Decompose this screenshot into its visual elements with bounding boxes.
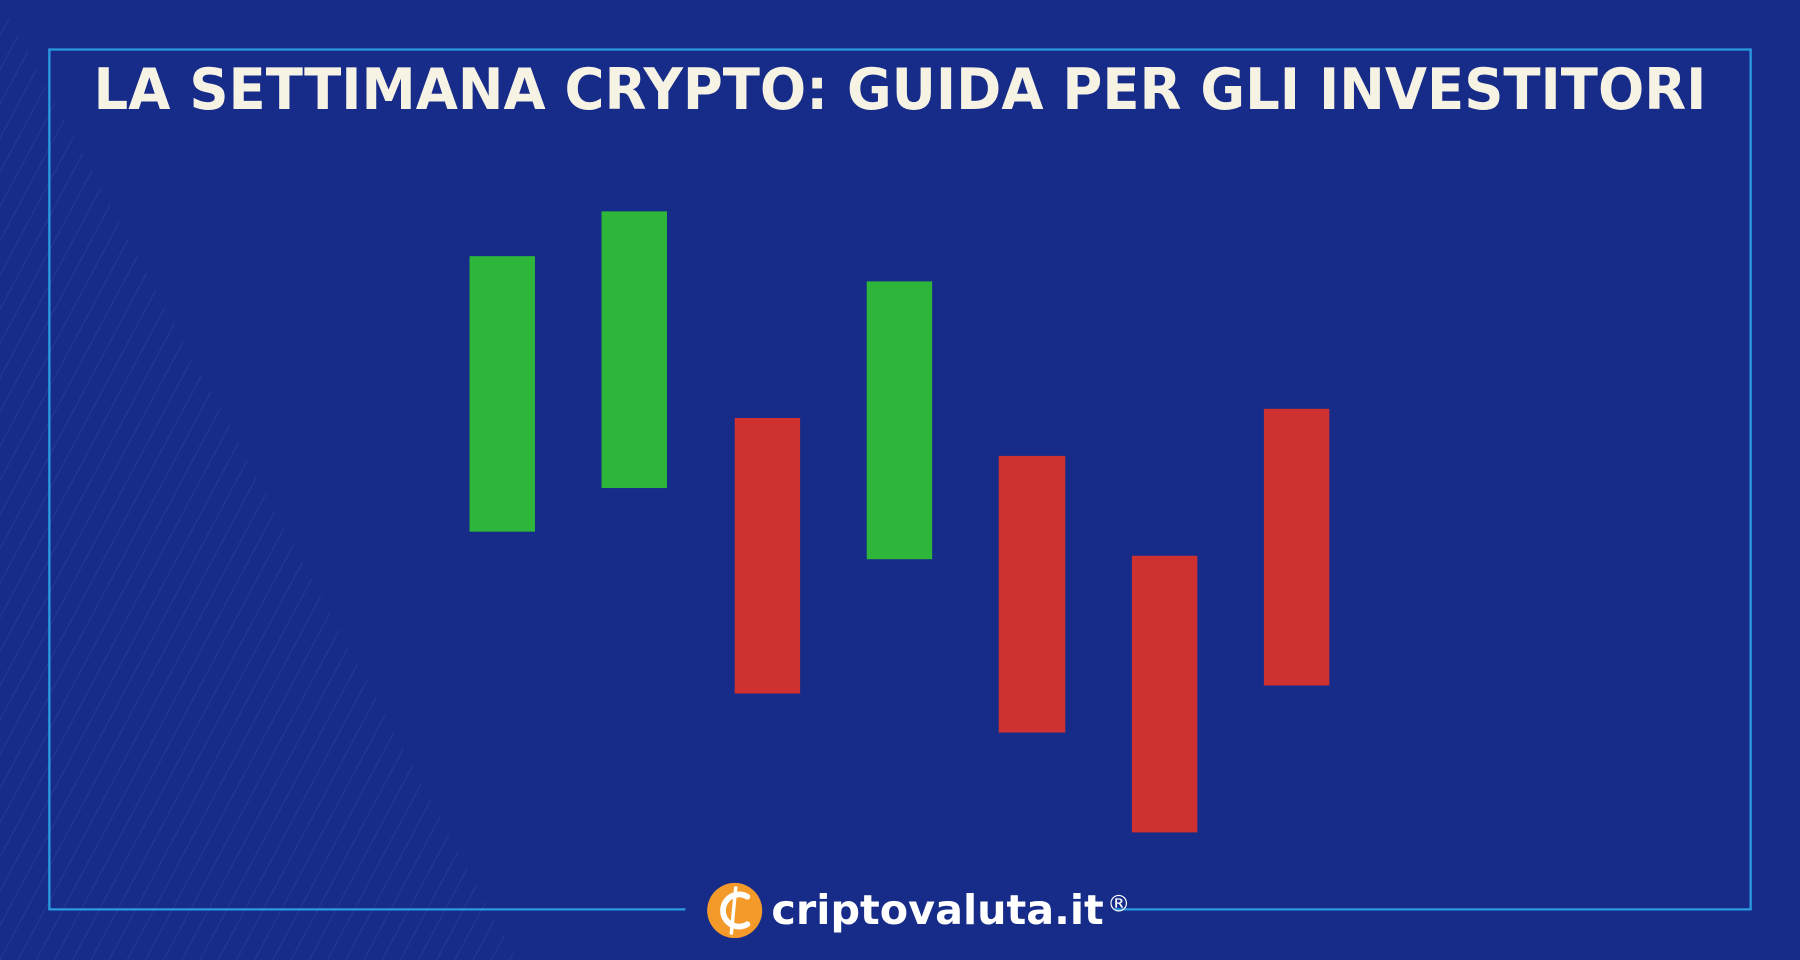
candle-up bbox=[601, 211, 667, 489]
frame bbox=[48, 48, 1752, 911]
candle-up bbox=[469, 256, 535, 532]
logo-mark: ® bbox=[1107, 892, 1130, 918]
logo-text: criptovaluta.it bbox=[771, 886, 1103, 934]
title: LA SETTIMANA CRYPTO: GUIDA PER GLI INVES… bbox=[94, 56, 1707, 123]
candle-down bbox=[998, 455, 1066, 733]
candle-down bbox=[1263, 408, 1330, 686]
candles bbox=[469, 211, 1330, 833]
candle-down bbox=[734, 418, 801, 694]
logo: criptovaluta.it ® bbox=[707, 882, 1130, 939]
logo-icon-glyph bbox=[720, 891, 751, 930]
candle-down bbox=[1131, 555, 1198, 833]
logo-icon-glyph bbox=[729, 886, 738, 935]
candle-up bbox=[866, 281, 933, 560]
